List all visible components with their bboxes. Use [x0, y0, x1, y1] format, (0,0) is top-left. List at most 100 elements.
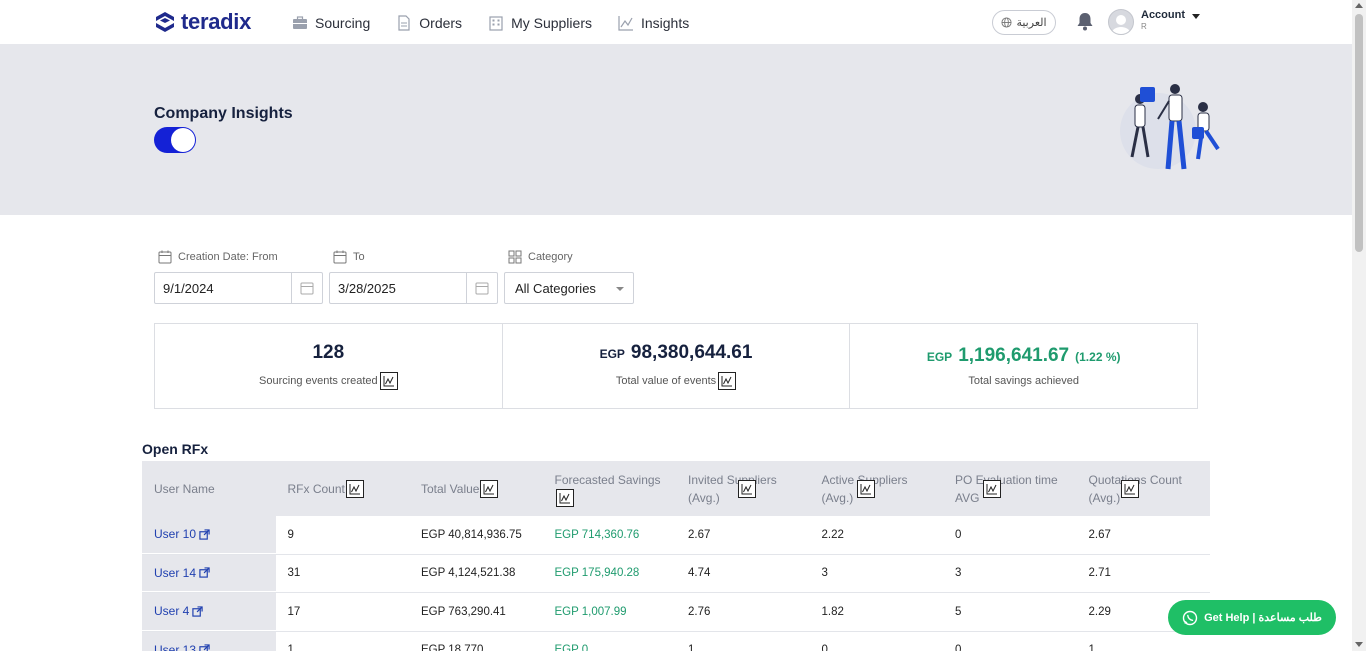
table-cell: 1.82 — [821, 605, 844, 618]
stat-value: EGP 98,380,644.61 — [600, 342, 753, 364]
table-row: User 10 9 EGP 40,814,936.75 EGP 714,360.76 2… — [142, 516, 1210, 555]
insights-banner: Company Insights — [0, 45, 1352, 215]
column-header-text: Forecasted Savings — [554, 472, 661, 487]
table-cell: EGP 0 — [554, 644, 589, 651]
user-name-link[interactable]: User 13 — [142, 631, 276, 651]
from-date-label-text: Creation Date: From — [178, 251, 278, 263]
table-row: User 14 31 EGP 4,124,521.38 EGP 175,940.28 4… — [142, 554, 1210, 593]
trend-chart-icon[interactable] — [718, 372, 737, 390]
stat-value: EGP 1,196,641.67 (1.22 %) — [927, 345, 1121, 367]
user-name-text: User 13 — [154, 642, 197, 651]
to-date-label-text: To — [353, 251, 365, 263]
table-cell: 1 — [287, 644, 294, 651]
nav-sourcing-label: Sourcing — [315, 14, 371, 31]
stat-label: Total savings achieved — [968, 375, 1079, 387]
teradix-logo[interactable]: teradix — [154, 9, 251, 35]
trend-chart-icon[interactable] — [555, 488, 574, 507]
external-link-icon — [199, 644, 210, 651]
stat-currency: EGP — [599, 347, 625, 361]
column-header-text: Total Value — [421, 481, 480, 496]
grid-icon — [508, 250, 522, 264]
stat-label: Total value of events — [615, 372, 737, 390]
insights-toggle[interactable] — [154, 127, 196, 153]
table-cell: EGP 1,007.99 — [554, 605, 627, 618]
user-silhouette-icon — [1112, 15, 1130, 34]
get-help-label: Get Help | طلب مساعدة — [1204, 612, 1322, 624]
nav-sourcing[interactable]: Sourcing — [292, 15, 370, 31]
calendar-icon — [475, 282, 489, 295]
toggle-knob — [171, 128, 195, 152]
scroll-down-arrow[interactable] — [1355, 642, 1363, 647]
summary-stats: 128 Sourcing events created EGP 98,380,6… — [154, 323, 1198, 409]
trend-chart-icon[interactable] — [1120, 479, 1139, 498]
trend-chart-icon[interactable] — [983, 479, 1001, 498]
table-cell: EGP 763,290.41 — [421, 605, 506, 618]
table-cell: EGP 4,124,521.38 — [421, 567, 516, 580]
account-menu[interactable]: Account R — [1108, 9, 1200, 35]
to-date-value: 3/28/2025 — [338, 280, 396, 296]
nav-my-suppliers[interactable]: My Suppliers — [488, 15, 592, 31]
user-name-link[interactable]: User 14 — [142, 554, 276, 592]
nav-orders-label: Orders — [419, 14, 463, 31]
open-rfx-title: Open RFx — [142, 441, 209, 457]
table-cell: EGP 18,770 — [421, 644, 484, 651]
trend-chart-icon[interactable] — [480, 479, 499, 498]
from-date-field[interactable]: 9/1/2024 — [154, 272, 323, 304]
stat-label-text: Total value of events — [615, 375, 717, 387]
category-select[interactable]: All Categories — [504, 272, 634, 304]
user-name-text: User 4 — [154, 604, 190, 619]
stat-percent: (1.22 %) — [1075, 350, 1121, 364]
column-header-forecasted-savings: Forecasted Savings — [543, 461, 677, 516]
table-cell: 17 — [287, 605, 301, 618]
external-link-icon — [192, 606, 204, 617]
table-cell: 2.29 — [1088, 605, 1111, 618]
from-date-value: 9/1/2024 — [163, 280, 214, 296]
trend-chart-icon[interactable] — [738, 479, 756, 498]
table-cell: 0 — [821, 644, 828, 651]
scrollbar-thumb[interactable] — [1355, 14, 1363, 252]
get-help-button[interactable]: Get Help | طلب مساعدة — [1168, 600, 1336, 635]
user-name-link[interactable]: User 10 — [142, 516, 276, 554]
external-link-icon — [199, 567, 210, 578]
trend-chart-icon[interactable] — [379, 372, 398, 390]
to-date-field[interactable]: 3/28/2025 — [329, 272, 498, 304]
team-illustration — [1120, 84, 1220, 170]
user-name-text: User 10 — [154, 527, 197, 542]
calendar-icon — [158, 250, 172, 264]
language-label: العربية — [1016, 17, 1047, 29]
category-label-text: Category — [528, 251, 573, 263]
trend-chart-icon[interactable] — [345, 479, 364, 498]
column-header-invited-suppliers: Invited Suppliers (Avg.) — [676, 461, 810, 516]
avatar — [1108, 9, 1134, 35]
from-date-picker-button[interactable] — [291, 273, 322, 303]
notifications-button[interactable] — [1076, 12, 1094, 36]
category-value: All Categories — [515, 280, 596, 296]
main-nav: Sourcing Orders My Suppliers Insights — [292, 0, 715, 45]
table-body: User 10 9 EGP 40,814,936.75 EGP 714,360.76 2… — [142, 516, 1210, 651]
nav-insights[interactable]: Insights — [618, 15, 689, 31]
to-date-picker-button[interactable] — [466, 273, 497, 303]
account-text: Account R — [1141, 9, 1185, 31]
from-date-label: Creation Date: From — [158, 250, 278, 264]
column-header-user-name: User Name — [142, 461, 276, 516]
table-cell: 5 — [955, 605, 962, 618]
user-name-link[interactable]: User 4 — [142, 593, 276, 631]
table-cell: EGP 175,940.28 — [554, 567, 640, 580]
column-header-rfx-count: RFx Count — [276, 461, 410, 516]
column-header-po-evaluation: PO Evaluation time AVG — [943, 461, 1077, 516]
table-row: User 13 1 EGP 18,770 EGP 0 1 0 0 1 — [142, 631, 1210, 651]
page-scrollbar[interactable] — [1352, 0, 1366, 651]
scroll-up-arrow[interactable] — [1355, 3, 1363, 8]
nav-orders[interactable]: Orders — [396, 15, 462, 31]
table-header: User Name RFx Count Total Value Forecast… — [142, 461, 1210, 516]
account-sub: R — [1141, 22, 1147, 31]
trend-chart-icon[interactable] — [856, 479, 875, 498]
logo-text: teradix — [181, 9, 252, 34]
calendar-icon — [333, 250, 347, 264]
language-switch-button[interactable]: العربية — [992, 10, 1056, 35]
column-header-total-value: Total Value — [409, 461, 543, 516]
chevron-down-icon — [1192, 14, 1200, 19]
stat-label-text: Total savings achieved — [968, 375, 1080, 387]
table-cell: 1 — [1088, 644, 1095, 651]
whatsapp-icon — [1182, 610, 1198, 625]
